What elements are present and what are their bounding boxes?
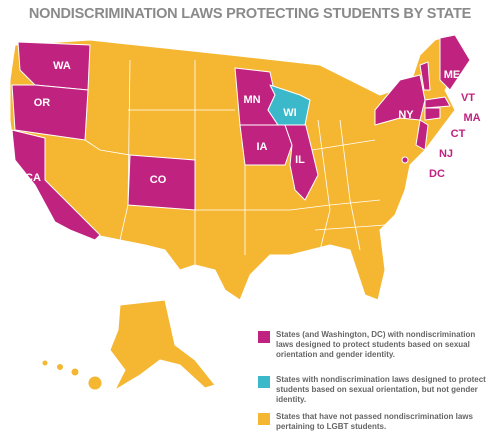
legend-text: States (and Washington, DC) with nondisc…: [276, 330, 476, 359]
legend-text: States that have not passed nondiscrimin…: [276, 412, 473, 431]
state-il: [284, 121, 319, 201]
state-label: WA: [53, 60, 71, 72]
state-ma: [424, 96, 451, 109]
state-label: OR: [34, 97, 51, 109]
state-ny: [374, 74, 426, 126]
state-ca: [11, 129, 101, 241]
legend-item: States with nondiscrimination laws desig…: [258, 375, 494, 405]
state-ct: [424, 107, 441, 121]
state-label: IA: [257, 141, 268, 153]
alaska: [109, 299, 216, 391]
state-co: [127, 154, 196, 211]
state-label: CA: [25, 172, 41, 184]
state-me: [439, 34, 471, 91]
border: [339, 119, 361, 251]
state-label: NY: [398, 109, 414, 121]
island: [70, 367, 80, 377]
state-label: ME: [444, 69, 461, 81]
state-label: MA: [463, 112, 480, 124]
state-label: VT: [461, 92, 475, 104]
island: [87, 375, 103, 391]
border: [314, 224, 386, 231]
state-wi: [267, 84, 311, 126]
state-label: WI: [283, 107, 296, 119]
state-nj: [415, 119, 429, 151]
state-or: [11, 84, 89, 141]
state-vt: [419, 61, 431, 91]
legend-swatch: [258, 331, 270, 343]
state-label: DC: [429, 168, 445, 180]
island: [56, 363, 64, 371]
state-label: CO: [150, 174, 167, 186]
border: [317, 119, 331, 251]
legend-swatch: [258, 376, 270, 388]
island: [41, 359, 49, 367]
border: [195, 199, 381, 211]
state-label: NJ: [439, 148, 453, 160]
state-label: IL: [295, 154, 305, 166]
legend-item: States that have not passed nondiscrimin…: [258, 412, 494, 432]
state-label: CT: [451, 128, 466, 140]
state-label: MN: [243, 94, 260, 106]
state-dc: [401, 156, 409, 164]
legend-swatch: [258, 413, 270, 425]
hawaii: [41, 359, 103, 391]
border: [311, 139, 376, 151]
legend-text: States with nondiscrimination laws desig…: [276, 375, 486, 404]
legend-item: States (and Washington, DC) with nondisc…: [258, 330, 494, 360]
title: NONDISCRIMINATION LAWS PROTECTING STUDEN…: [28, 6, 472, 22]
